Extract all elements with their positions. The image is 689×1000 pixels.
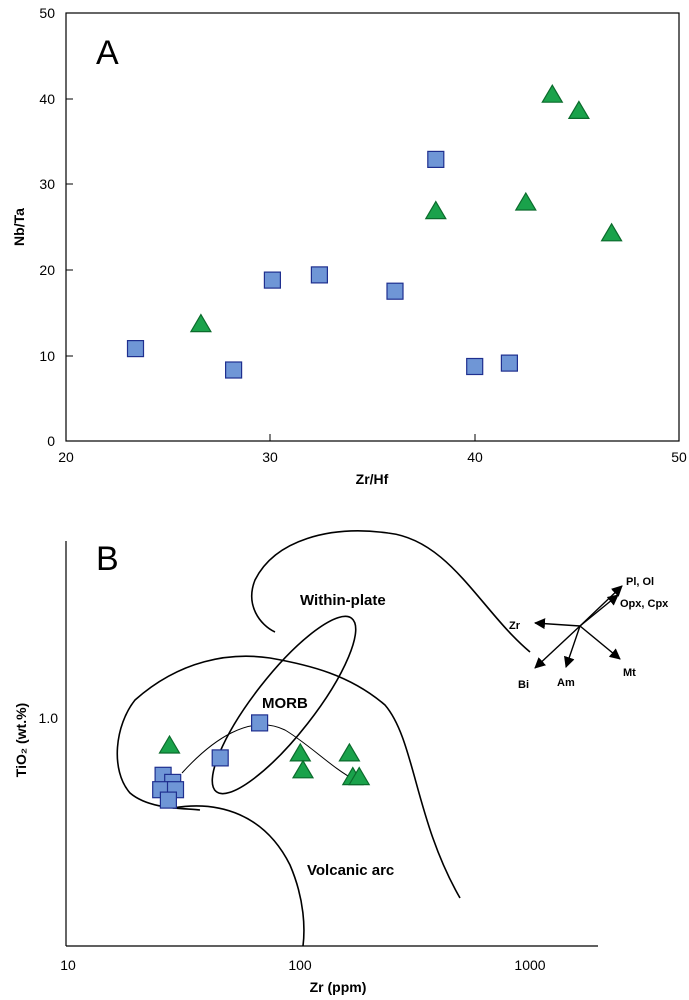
square-marker xyxy=(466,357,484,376)
panel-a-letter: A xyxy=(96,34,119,72)
mt-vector xyxy=(579,625,621,660)
square-marker xyxy=(427,150,445,168)
triangle-marker xyxy=(567,100,590,120)
y-tick-label: 30 xyxy=(39,176,55,192)
am-vector xyxy=(564,625,581,668)
y-tick-label: 50 xyxy=(39,5,55,21)
bi-label: Bi xyxy=(518,679,529,691)
triangle-marker xyxy=(338,742,361,762)
panel-a-yticks: 0 10 20 30 40 50 xyxy=(39,5,73,449)
x-tick-label: 20 xyxy=(58,449,74,465)
pl-ol-label: Pl, Ol xyxy=(626,576,654,588)
arc-field-boundary xyxy=(116,655,461,899)
triangle-marker xyxy=(189,313,212,333)
pl-ol-vector xyxy=(579,585,623,627)
morb-field-boundary xyxy=(211,615,357,795)
y-tick-label: 10 xyxy=(39,348,55,364)
triangle-marker xyxy=(424,200,447,220)
square-marker xyxy=(126,340,145,358)
triangle-marker xyxy=(600,222,623,242)
triangle-marker xyxy=(289,742,312,762)
y-tick-label: 0 xyxy=(47,433,55,449)
am-label: Am xyxy=(557,677,575,689)
panel-b: B 10 100 1000 1.0 Zr (ppm) TiO₂ (wt.%) W… xyxy=(13,530,669,995)
panel-a-markers xyxy=(126,84,623,379)
square-marker xyxy=(500,354,518,372)
mt-label: Mt xyxy=(623,667,636,679)
square-marker xyxy=(386,282,404,300)
zr-vector-label: Zr xyxy=(509,620,521,632)
square-marker xyxy=(225,361,243,379)
panel-a-ylabel: Nb/Ta xyxy=(11,208,27,246)
x-tick-label: 1000 xyxy=(514,957,545,973)
square-marker xyxy=(263,271,281,289)
x-tick-label: 100 xyxy=(288,957,312,973)
x-tick-label: 10 xyxy=(60,957,76,973)
panel-b-markers xyxy=(152,714,371,809)
square-marker xyxy=(211,749,229,767)
y-tick-label: 1.0 xyxy=(39,710,59,726)
x-tick-label: 50 xyxy=(671,449,687,465)
triangle-marker xyxy=(158,734,181,754)
square-marker xyxy=(251,714,269,732)
triangle-marker xyxy=(541,84,564,103)
panel-a: A 20 30 40 50 0 10 20 30 40 50 Zr/Hf xyxy=(11,5,687,487)
triangle-marker xyxy=(514,191,537,211)
triangle-marker xyxy=(291,759,315,779)
y-tick-label: 40 xyxy=(39,91,55,107)
triangle-marker xyxy=(348,766,371,786)
y-tick-label: 20 xyxy=(39,262,55,278)
square-marker xyxy=(159,791,177,809)
opx-cpx-label: Opx, Cpx xyxy=(620,598,669,610)
panel-b-ylabel: TiO₂ (wt.%) xyxy=(13,703,29,777)
square-marker xyxy=(310,266,328,284)
zr-vector xyxy=(534,618,581,630)
panel-b-xlabel: Zr (ppm) xyxy=(310,979,367,995)
panel-a-frame xyxy=(65,12,680,442)
volcanic-arc-label: Volcanic arc xyxy=(307,862,394,879)
within-plate-label: Within-plate xyxy=(300,592,386,609)
fractionation-vectors: Pl, Ol Opx, Cpx Zr Bi Am Mt xyxy=(509,576,669,691)
x-tick-label: 30 xyxy=(262,449,278,465)
within-plate-field-boundary xyxy=(250,530,531,653)
x-tick-label: 40 xyxy=(467,449,483,465)
panel-b-letter: B xyxy=(96,540,119,578)
panel-a-xticks: 20 30 40 50 xyxy=(58,434,687,465)
trend-arrow xyxy=(181,724,356,781)
bi-vector xyxy=(534,625,581,669)
opx-cpx-vector xyxy=(579,594,619,627)
volcanic-arc-field-boundary xyxy=(172,805,305,947)
morb-label: MORB xyxy=(262,695,308,712)
panel-a-xlabel: Zr/Hf xyxy=(356,471,389,487)
